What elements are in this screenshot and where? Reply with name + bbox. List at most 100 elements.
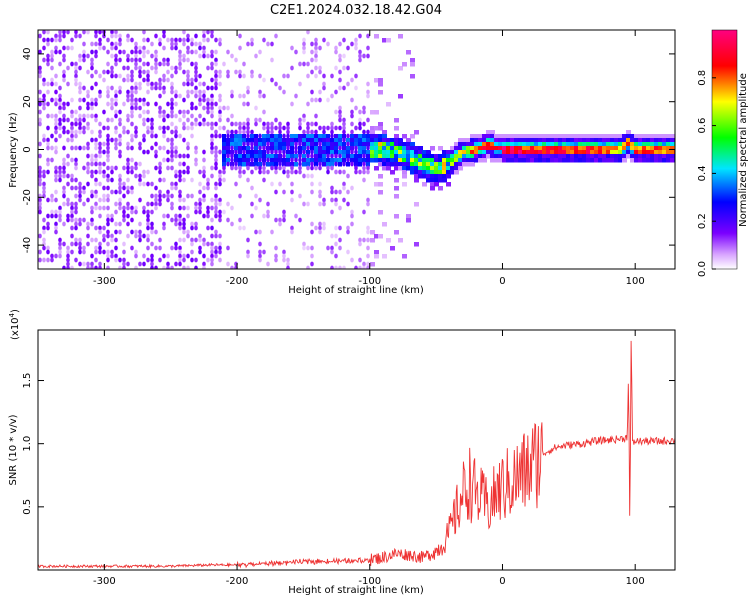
spectrogram-cell — [206, 105, 210, 111]
spectrogram-cell — [210, 121, 214, 127]
spectrogram-cell — [366, 169, 370, 175]
spectrogram-cell — [510, 146, 515, 151]
spectrogram-cell — [214, 249, 218, 255]
spectrogram-cell — [78, 57, 82, 63]
spectrogram-cell — [570, 154, 575, 159]
spectrogram-cell — [74, 65, 78, 71]
spectrogram-cell — [522, 138, 527, 143]
spectrogram-cell — [630, 146, 635, 151]
spectrogram-cell — [226, 142, 230, 147]
spectrogram-cell — [378, 78, 383, 83]
spectrogram-cell — [666, 154, 671, 159]
spectrogram-cell — [174, 173, 178, 179]
spectrogram-cell — [310, 253, 314, 259]
spectrogram-cell — [286, 173, 290, 179]
spectrogram-cell — [110, 137, 114, 143]
spectrogram-cell — [158, 37, 162, 43]
spectrogram-cell — [186, 49, 190, 55]
spectrogram-cell — [66, 153, 70, 159]
spectrogram-cell — [286, 138, 290, 143]
spectrogram-cell — [70, 121, 74, 127]
spectrogram-cell — [54, 101, 58, 107]
spectrogram-cell — [62, 145, 66, 151]
spectrogram-cell — [458, 162, 463, 167]
spectrogram-cell — [170, 129, 174, 135]
spectrogram-cell — [90, 57, 94, 63]
spectrogram-cell — [574, 154, 579, 159]
spectrogram-cell — [570, 158, 575, 163]
spectrogram-cell — [186, 117, 190, 123]
spectrogram-cell — [150, 129, 154, 135]
spectrogram-cell — [262, 158, 266, 163]
spectrogram-cell — [414, 242, 419, 247]
spectrogram-cell — [238, 69, 242, 75]
spectrogram-cell — [270, 165, 274, 171]
spectrogram-cell — [618, 158, 623, 163]
spectrogram-cell — [202, 165, 206, 171]
spectrogram-cell — [486, 146, 491, 151]
spectrogram-cell — [170, 149, 174, 155]
spectrogram-cell — [578, 158, 583, 163]
spectrogram-cell — [50, 157, 54, 163]
spectrogram-cell — [106, 185, 110, 191]
spectrogram-cell — [218, 213, 222, 219]
spectrogram-cell — [518, 138, 523, 143]
spectrogram-cell — [358, 265, 362, 269]
spectrogram-cell — [210, 93, 214, 99]
spectrogram-cell — [426, 150, 431, 155]
spectrogram-cell — [230, 129, 234, 135]
spectrogram-cell — [546, 158, 551, 163]
spectrogram-cell — [230, 145, 234, 151]
spectrogram-cell — [258, 133, 262, 139]
spectrogram-cell — [322, 142, 326, 147]
spectrogram-cell — [382, 150, 387, 155]
spectrogram-cell — [178, 193, 182, 199]
spectrogram-cell — [638, 142, 643, 147]
spectrogram-cell — [178, 37, 182, 43]
spectrogram-cell — [162, 117, 166, 123]
spectrogram-cell — [346, 141, 350, 147]
spectrogram-cell — [126, 221, 130, 227]
spectrogram-cell — [370, 238, 375, 243]
spectrogram-cell — [318, 189, 322, 195]
spectrogram-cell — [42, 173, 46, 179]
spectrogram-cell — [230, 205, 234, 211]
spectrogram-cell — [142, 173, 146, 179]
spectrogram-cell — [342, 146, 346, 151]
spectrogram-cell — [74, 205, 78, 211]
spectrogram-cell — [314, 53, 318, 59]
spectrogram-cell — [214, 81, 218, 87]
spectrogram-cell — [606, 150, 611, 155]
spectrogram-cell — [66, 217, 70, 223]
spectrogram-cell — [42, 105, 46, 111]
spectrogram-cell — [534, 134, 539, 139]
spectrogram-cell — [174, 129, 178, 135]
spectrogram-cell — [50, 37, 54, 43]
spectrogram-cell — [126, 113, 130, 119]
spectrogram-cell — [86, 125, 90, 131]
spectrogram-cell — [174, 89, 178, 95]
spectrogram-cell — [454, 150, 459, 155]
spectrogram-cell — [94, 225, 98, 231]
spectrogram-cell — [194, 73, 198, 79]
spectrogram-cell — [154, 229, 158, 235]
spectrogram-cell — [174, 169, 178, 175]
spectrogram-cell — [38, 141, 42, 147]
spectrogram-cell — [58, 133, 62, 139]
spectrogram-cell — [278, 129, 282, 135]
spectrogram-cell — [138, 181, 142, 187]
spectrogram-cell — [210, 53, 214, 59]
spectrogram-cell — [282, 153, 286, 159]
spectrogram-cell — [110, 85, 114, 91]
spectrogram-cell — [338, 205, 342, 211]
spectrogram-cell — [166, 57, 170, 63]
spectrogram-cell — [650, 146, 655, 151]
spectrogram-cell — [130, 205, 134, 211]
spectrogram-cell — [134, 101, 138, 107]
spectrogram-cell — [382, 162, 387, 167]
spectrogram-cell — [290, 181, 294, 187]
spectrogram-cell — [350, 185, 354, 191]
spectrogram-cell — [322, 197, 326, 203]
spectrogram-cell — [194, 77, 198, 83]
spectrogram-cell — [294, 169, 298, 175]
